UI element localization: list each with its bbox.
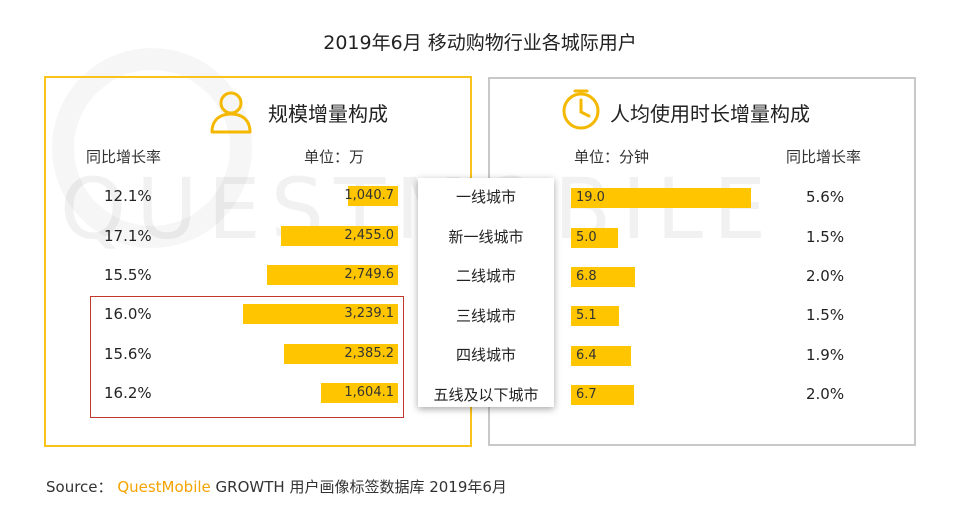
scale-growth-rate: 15.5% <box>104 266 152 284</box>
scale-growth-rate: 15.6% <box>104 345 152 363</box>
scale-bar-value: 2,749.6 <box>344 267 394 282</box>
duration-bar <box>571 188 751 208</box>
source-brand: QuestMobile <box>117 478 211 496</box>
duration-bar <box>571 228 618 248</box>
scale-bar-value: 1,604.1 <box>344 385 394 400</box>
duration-growth-rate: 2.0% <box>806 267 845 285</box>
scale-bar <box>267 265 398 285</box>
scale-bar-value: 1,040.7 <box>344 188 394 203</box>
scale-growth-rate: 17.1% <box>104 227 152 245</box>
duration-rate-header: 同比增长率 <box>786 148 862 166</box>
scale-growth-rate: 16.0% <box>104 305 152 323</box>
city-tier-label: 四线城市 <box>455 346 516 364</box>
duration-bar <box>571 267 635 287</box>
scale-bar <box>348 186 398 206</box>
scale-unit-label: 单位：万 <box>304 148 365 166</box>
scale-bar-value: 3,239.1 <box>344 306 394 321</box>
duration-growth-rate: 1.5% <box>806 306 845 324</box>
scale-bar-value: 2,455.0 <box>344 228 394 243</box>
city-tier-label: 五线及以下城市 <box>433 386 539 404</box>
duration-bar-value: 6.8 <box>576 269 597 284</box>
duration-unit-label: 单位：分钟 <box>574 148 650 166</box>
duration-growth-rate: 5.6% <box>806 188 845 206</box>
city-tier-labels <box>418 178 554 407</box>
scale-growth-rate: 12.1% <box>104 187 152 205</box>
city-tier-label: 三线城市 <box>455 307 516 325</box>
duration-bar-value: 5.1 <box>576 308 597 323</box>
scale-bar <box>281 226 398 246</box>
duration-bar-value: 5.0 <box>576 230 597 245</box>
duration-bar-value: 6.4 <box>576 348 597 363</box>
scale-bar <box>284 344 398 364</box>
watermark: QUESTMOBILE <box>60 160 776 258</box>
duration-bar <box>571 385 634 405</box>
source-label: Source： <box>46 478 113 496</box>
lower-tier-highlight-box <box>90 296 404 418</box>
clock-icon <box>562 89 600 130</box>
duration-growth-rate: 2.0% <box>806 385 845 403</box>
scale-bar <box>321 383 398 403</box>
city-tier-label: 新一线城市 <box>448 228 524 246</box>
duration-bar <box>571 306 619 326</box>
chart-title: 2019年6月 移动购物行业各城际用户 <box>323 32 637 54</box>
scale-growth-rate: 16.2% <box>104 384 152 402</box>
duration-panel-title: 人均使用时长增量构成 <box>610 102 810 126</box>
scale-rate-header: 同比增长率 <box>86 148 162 166</box>
user-icon <box>210 91 252 134</box>
city-tier-label: 二线城市 <box>455 267 516 285</box>
duration-growth-rate: 1.5% <box>806 228 845 246</box>
duration-bar <box>571 346 631 366</box>
duration-growth-rate: 1.9% <box>806 346 845 364</box>
scale-bar <box>243 304 398 324</box>
scale-bar-value: 2,385.2 <box>344 346 394 361</box>
source-note: Source： QuestMobile GROWTH 用户画像标签数据库 201… <box>46 476 507 497</box>
city-tier-label: 一线城市 <box>455 188 516 206</box>
source-text: GROWTH 用户画像标签数据库 2019年6月 <box>215 478 507 496</box>
scale-panel-title: 规模增量构成 <box>268 102 388 126</box>
duration-bar-value: 6.7 <box>576 387 597 402</box>
duration-bar-value: 19.0 <box>576 190 605 205</box>
